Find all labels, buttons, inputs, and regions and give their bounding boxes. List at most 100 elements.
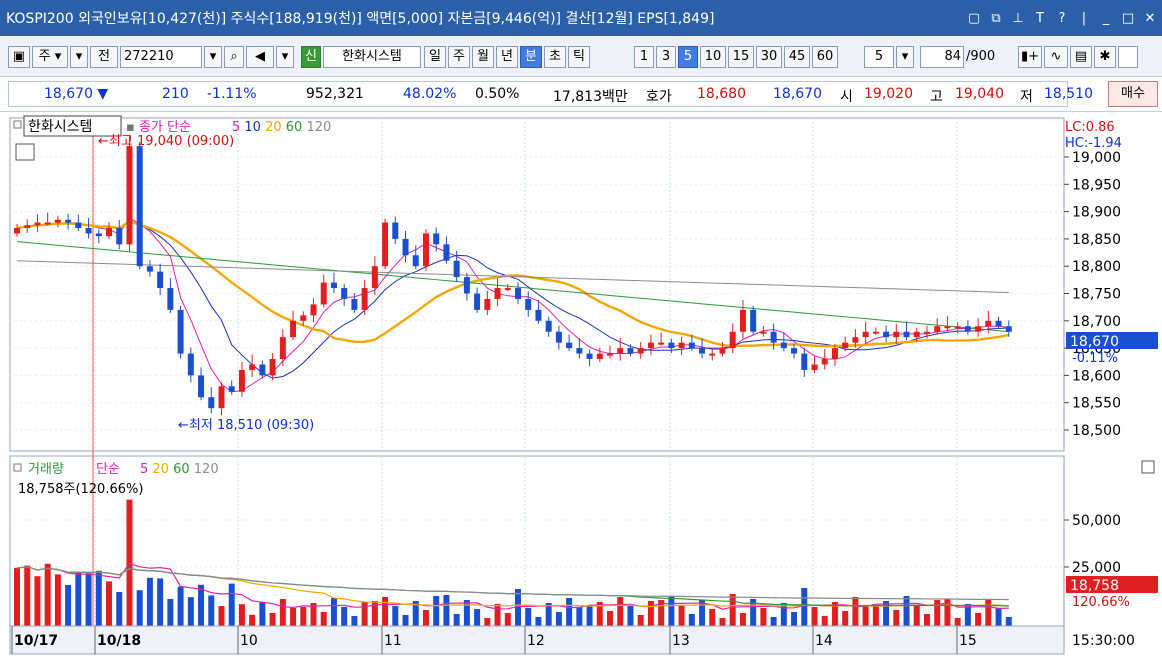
candle bbox=[136, 146, 143, 267]
count-input[interactable]: 84 bbox=[920, 46, 964, 68]
maximize-icon[interactable]: □ bbox=[1121, 10, 1135, 26]
history-dropdown-icon[interactable]: ▾ bbox=[276, 46, 294, 68]
volume-bar bbox=[1005, 617, 1012, 626]
chart-area[interactable]: 한화시스템 ▪ 종가 단순 5 10 20 60 120 ←최고 19,040 … bbox=[0, 112, 1162, 655]
interval-button-15[interactable]: 15 bbox=[728, 46, 754, 68]
low-price: 18,510 bbox=[1044, 86, 1093, 102]
checkbox[interactable] bbox=[1118, 46, 1138, 68]
close-icon[interactable]: ✕ bbox=[1144, 10, 1156, 26]
interval-button-1[interactable]: 1 bbox=[634, 46, 654, 68]
font-icon[interactable]: T bbox=[1036, 10, 1044, 26]
candle bbox=[228, 386, 235, 392]
volume-bar bbox=[586, 606, 593, 626]
volume-bar bbox=[463, 600, 470, 626]
volume-bar bbox=[688, 614, 695, 626]
interval-button-3[interactable]: 3 bbox=[656, 46, 676, 68]
candle bbox=[14, 227, 20, 234]
candle bbox=[872, 331, 879, 334]
buy-button[interactable]: 매수 bbox=[1108, 81, 1158, 107]
stock-type-select[interactable]: 주 ▾ bbox=[32, 46, 68, 68]
candle bbox=[351, 298, 358, 310]
help-icon[interactable]: ? bbox=[1058, 10, 1066, 26]
candle bbox=[382, 222, 389, 267]
prev-stock-icon[interactable]: ◀ bbox=[246, 46, 274, 68]
candle bbox=[791, 348, 798, 354]
stock-type-dropdown[interactable]: ▾ bbox=[70, 46, 88, 68]
price-change: 210 bbox=[162, 86, 189, 102]
candle bbox=[95, 233, 102, 237]
volume-bar bbox=[576, 607, 583, 626]
code-dropdown-icon[interactable]: ▾ bbox=[204, 46, 222, 68]
restore-icon[interactable]: ▢ bbox=[967, 10, 981, 26]
ma120-line bbox=[16, 260, 1009, 294]
period-tab-5[interactable]: 초 bbox=[544, 46, 566, 68]
order-icon[interactable]: ▮+ bbox=[1018, 46, 1042, 68]
volume-legend-toggle-icon[interactable] bbox=[13, 463, 22, 472]
stock-name-field[interactable]: 한화시스템 bbox=[323, 46, 421, 68]
search-icon[interactable]: ⌕ bbox=[224, 46, 244, 68]
candle bbox=[463, 277, 470, 294]
panel-close-icon[interactable] bbox=[1141, 460, 1155, 474]
volume-bar bbox=[780, 603, 787, 626]
volume-bar bbox=[392, 606, 399, 626]
candle bbox=[975, 326, 982, 332]
open-label: 시 bbox=[840, 89, 853, 105]
volume-readout: 18,758주(120.66%) bbox=[18, 482, 143, 497]
interval-button-45[interactable]: 45 bbox=[784, 46, 810, 68]
volume-bar bbox=[85, 573, 92, 626]
candle bbox=[249, 364, 256, 370]
period-tab-3[interactable]: 년 bbox=[496, 46, 518, 68]
volume-bar bbox=[893, 610, 900, 626]
interval-dropdown-icon[interactable]: ▾ bbox=[896, 46, 914, 68]
price-y-tick-label: 18,850 bbox=[1072, 232, 1121, 248]
pin-icon[interactable]: ⊥ bbox=[1012, 10, 1024, 26]
candle bbox=[320, 282, 327, 305]
volume-bar bbox=[116, 592, 123, 626]
drawing-tool-icon[interactable]: ∿ bbox=[1044, 46, 1068, 68]
period-tab-2[interactable]: 월 bbox=[472, 46, 494, 68]
candle bbox=[341, 288, 348, 299]
period-tab-4[interactable]: 분 bbox=[520, 46, 542, 68]
stock-type-value: 주 bbox=[38, 49, 51, 64]
volume-bar bbox=[300, 607, 307, 626]
chart-canvas[interactable]: 한화시스템 ▪ 종가 단순 5 10 20 60 120 ←최고 19,040 … bbox=[0, 112, 1162, 655]
volume-bar bbox=[198, 584, 205, 626]
candle bbox=[934, 326, 941, 332]
interval-input[interactable]: 5 bbox=[864, 46, 894, 68]
candle bbox=[750, 309, 757, 332]
stock-code-input[interactable]: 272210 bbox=[120, 46, 202, 68]
settings-icon[interactable]: ✱ bbox=[1094, 46, 1116, 68]
volume-bar bbox=[259, 602, 266, 626]
ma-legend-20: 20 bbox=[265, 120, 286, 135]
interval-button-60[interactable]: 60 bbox=[812, 46, 838, 68]
interval-button-5[interactable]: 5 bbox=[678, 46, 698, 68]
stock-tag-box bbox=[23, 115, 122, 137]
volume-bar bbox=[279, 599, 286, 626]
minimize-icon[interactable]: _ bbox=[1102, 10, 1110, 26]
high-label: 고 bbox=[930, 89, 943, 105]
volume-bar bbox=[852, 597, 859, 626]
legend-toggle-icon[interactable] bbox=[13, 120, 22, 129]
period-tab-0[interactable]: 일 bbox=[424, 46, 446, 68]
save-icon[interactable]: ▤ bbox=[1070, 46, 1092, 68]
ma-legend-10: 10 bbox=[244, 120, 265, 135]
price-y-tick-label: 18,550 bbox=[1072, 396, 1121, 412]
volume-bar bbox=[985, 599, 992, 626]
interval-button-30[interactable]: 30 bbox=[756, 46, 782, 68]
interval-button-10[interactable]: 10 bbox=[700, 46, 726, 68]
volume-label: 거래량 bbox=[28, 462, 64, 477]
prefix-button[interactable]: 전 bbox=[90, 46, 118, 68]
candle bbox=[361, 288, 368, 310]
grid-toggle-icon[interactable] bbox=[15, 143, 35, 161]
candle bbox=[177, 309, 184, 354]
layout-icon[interactable]: ▣ bbox=[8, 46, 30, 68]
candle bbox=[34, 222, 41, 226]
separator: | bbox=[1081, 10, 1087, 26]
volume-bar bbox=[484, 618, 491, 626]
volume-bar bbox=[167, 599, 174, 626]
popout-icon[interactable]: ⧉ bbox=[991, 10, 1001, 26]
x-axis-label: 10/17 bbox=[14, 633, 58, 649]
volume-bar bbox=[157, 578, 164, 626]
period-tab-1[interactable]: 주 bbox=[448, 46, 470, 68]
period-tab-6[interactable]: 틱 bbox=[568, 46, 590, 68]
